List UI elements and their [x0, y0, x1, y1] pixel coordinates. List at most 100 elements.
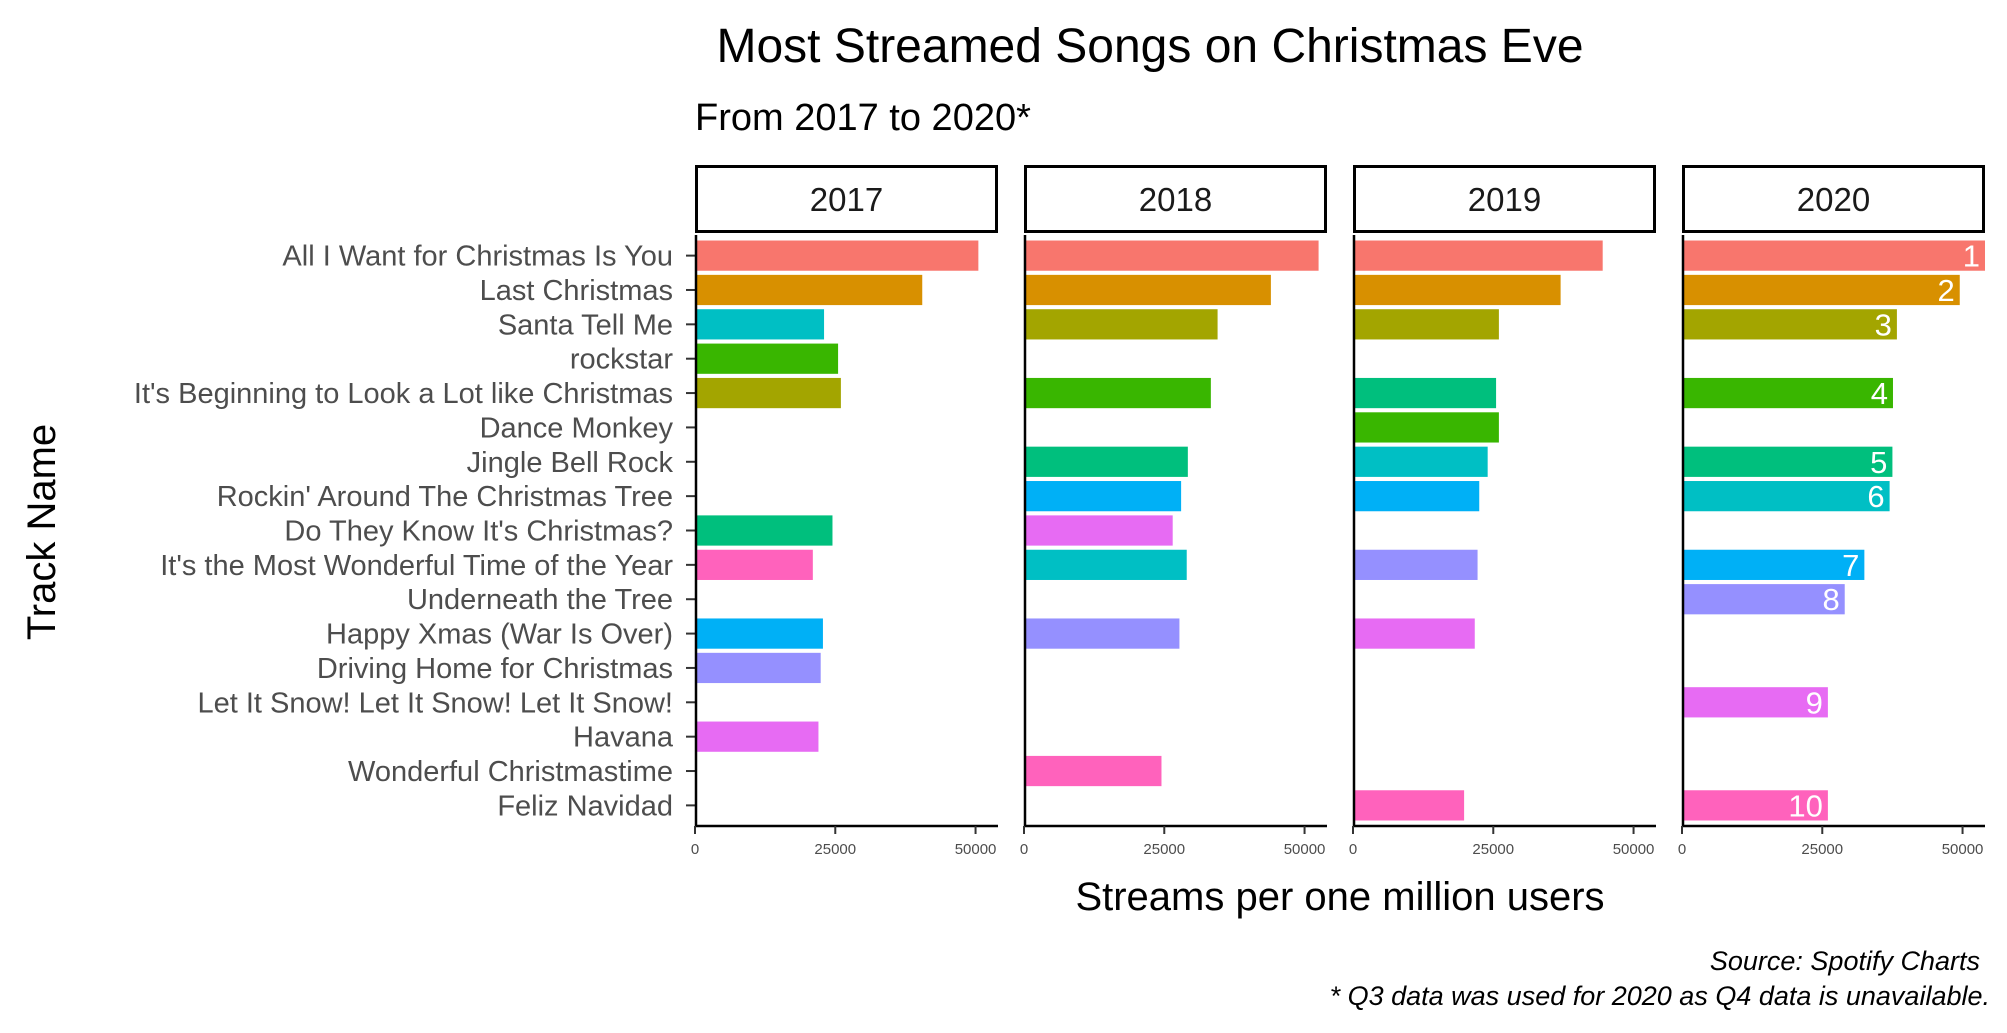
bar: [695, 343, 839, 374]
bar: [695, 721, 819, 752]
bar: [695, 515, 833, 546]
category-label: Happy Xmas (War Is Over): [326, 619, 673, 651]
bar: [695, 549, 813, 580]
rank-label: 6: [1867, 479, 1884, 514]
facet-strip-label: 2018: [1139, 181, 1212, 218]
category-label: Santa Tell Me: [498, 309, 673, 341]
caption-source: Source: Spotify Charts: [1710, 946, 1980, 976]
facet-strip-label: 2019: [1468, 181, 1541, 218]
x-tick-label: 50000: [1284, 841, 1326, 858]
category-label: Dance Monkey: [480, 412, 674, 444]
rank-label: 10: [1788, 788, 1822, 823]
facet-strip: [1024, 165, 1327, 233]
rank-label: 7: [1842, 548, 1859, 583]
category-label: All I Want for Christmas Is You: [282, 241, 673, 273]
bar: [1682, 274, 1960, 306]
facet-strip-label: 2020: [1797, 181, 1870, 218]
caption-note: * Q3 data was used for 2020 as Q4 data i…: [1330, 981, 1990, 1011]
x-tick-label: 50000: [1942, 841, 1984, 858]
x-tick-label: 50000: [955, 841, 997, 858]
bar: [1682, 687, 1828, 718]
bar: [1353, 446, 1488, 477]
rank-label: 5: [1870, 445, 1887, 480]
bar: [1682, 377, 1893, 409]
category-label: Wonderful Christmastime: [348, 756, 673, 788]
bar: [1682, 481, 1890, 512]
facet-strip: [1682, 165, 1985, 233]
bar: [1024, 549, 1187, 580]
rank-label: 1: [1963, 239, 1980, 274]
bar: [1353, 377, 1497, 409]
category-label: It's the Most Wonderful Time of the Year: [160, 550, 673, 582]
bar: [1024, 274, 1271, 306]
x-tick-label: 25000: [1472, 841, 1514, 858]
bar: [1024, 377, 1211, 409]
bar: [1024, 481, 1182, 512]
bar: [1353, 274, 1561, 306]
bar: [1682, 790, 1828, 821]
bar: [695, 652, 821, 684]
chart-title: Most Streamed Songs on Christmas Eve: [716, 20, 1583, 73]
bar: [1024, 240, 1319, 271]
category-label: rockstar: [570, 344, 673, 376]
bar: [1682, 446, 1893, 477]
facet-panel: 2019 0 25000 50000: [1349, 165, 1656, 858]
category-label: Last Christmas: [480, 275, 673, 307]
x-tick-label: 0: [1020, 841, 1028, 858]
rank-label: 2: [1938, 273, 1955, 308]
category-label: Rockin' Around The Christmas Tree: [217, 481, 673, 513]
category-label: Let It Snow! Let It Snow! Let It Snow!: [197, 687, 673, 719]
bar: [1024, 515, 1173, 546]
bar: [1682, 549, 1865, 580]
category-label: It's Beginning to Look a Lot like Christ…: [134, 378, 673, 410]
bar: [1024, 446, 1188, 477]
facet-panel: 2017 0 25000 50000: [691, 165, 998, 858]
bar: [1353, 309, 1499, 340]
y-axis-title: Track Name: [20, 424, 64, 640]
x-tick-label: 25000: [1801, 841, 1843, 858]
bar: [695, 240, 979, 271]
category-label: Do They Know It's Christmas?: [284, 516, 673, 548]
bar: [1353, 790, 1465, 821]
facet-panel: 2018 0 25000 50000: [1020, 165, 1327, 858]
bar: [1353, 618, 1475, 649]
bar: [1353, 412, 1499, 443]
x-tick-label: 25000: [1143, 841, 1185, 858]
bar: [695, 618, 823, 649]
x-tick-label: 50000: [1613, 841, 1655, 858]
facet-strip: [695, 165, 998, 233]
category-label: Driving Home for Christmas: [317, 653, 673, 685]
x-axis-title: Streams per one million users: [1075, 875, 1604, 919]
category-label: Havana: [573, 722, 674, 754]
bar: [695, 377, 841, 409]
x-tick-label: 0: [1678, 841, 1686, 858]
category-label: Underneath the Tree: [407, 584, 673, 616]
x-tick-label: 0: [1349, 841, 1357, 858]
bar: [1353, 240, 1603, 271]
bar: [1024, 755, 1162, 787]
bar: [1024, 618, 1180, 649]
bar: [1353, 481, 1480, 512]
bar: [1682, 240, 1985, 271]
rank-label: 8: [1822, 582, 1839, 617]
rank-label: 4: [1871, 376, 1888, 411]
chart-subtitle: From 2017 to 2020*: [695, 97, 1031, 139]
category-label: Jingle Bell Rock: [467, 447, 674, 479]
rank-label: 3: [1875, 307, 1892, 342]
facet-strip: [1353, 165, 1656, 233]
x-tick-label: 25000: [814, 841, 856, 858]
bar: [1682, 584, 1845, 615]
bar: [695, 274, 923, 306]
bar: [695, 309, 825, 340]
x-tick-label: 0: [691, 841, 699, 858]
category-label: Feliz Navidad: [497, 790, 673, 822]
facet-strip-label: 2017: [810, 181, 883, 218]
bar: [1353, 549, 1478, 580]
rank-label: 9: [1806, 685, 1823, 720]
bar: [1682, 309, 1897, 340]
bar: [1024, 309, 1218, 340]
